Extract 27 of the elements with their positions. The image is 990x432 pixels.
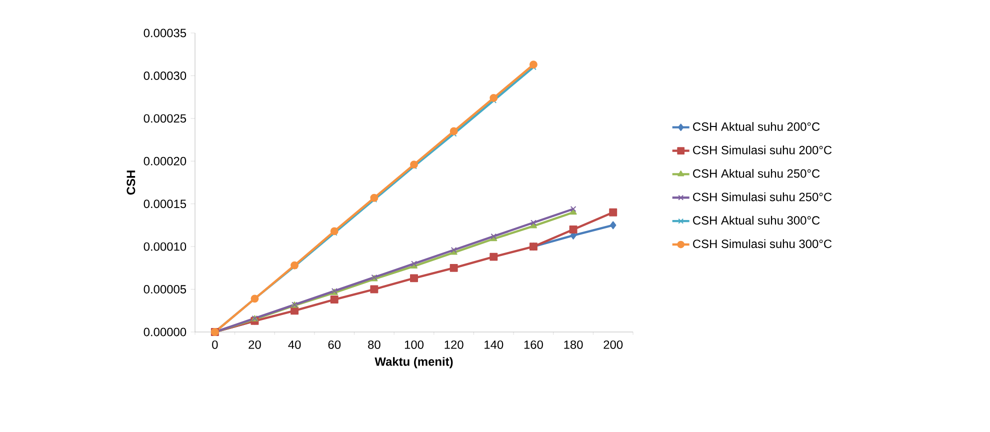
legend-label: CSH Simulasi suhu 250°C [693,192,832,202]
x-tick-label: 60 [328,340,341,349]
y-tick-label: 0.00010 [144,242,186,251]
y-axis-title: CSH [126,170,136,195]
y-tick-label: 0.00025 [144,114,186,123]
y-tick-label: 0.00015 [144,200,186,208]
x-tick-label: 120 [444,340,464,349]
legend-label: CSH Aktual suhu 200°C [693,122,820,131]
x-tick-label: 200 [604,340,623,349]
legend-label: CSH Aktual suhu 300°C [693,216,820,225]
x-tick-label: 80 [368,340,380,349]
y-tick-label: 0.00000 [144,328,186,336]
x-tick-label: 160 [524,340,543,349]
y-tick-label: 0.00030 [144,71,186,80]
x-tick-label: 140 [484,340,504,349]
legend-label: CSH Aktual suhu 250°C [693,168,820,178]
y-tick-label: 0.00035 [144,28,186,38]
legend-label: CSH Simulasi suhu 300°C [693,239,832,248]
y-tick-label: 0.00020 [144,156,186,166]
x-tick-label: 0 [212,340,218,349]
legend-label: CSH Simulasi suhu 200°C [693,146,832,154]
x-axis-title: Waktu (menit) [374,357,453,368]
x-tick-label: 40 [288,340,301,349]
y-tick-label: 0.00005 [144,285,186,294]
x-tick-label: 100 [404,340,424,349]
x-tick-label: 20 [248,340,261,349]
x-tick-label: 180 [564,340,583,349]
